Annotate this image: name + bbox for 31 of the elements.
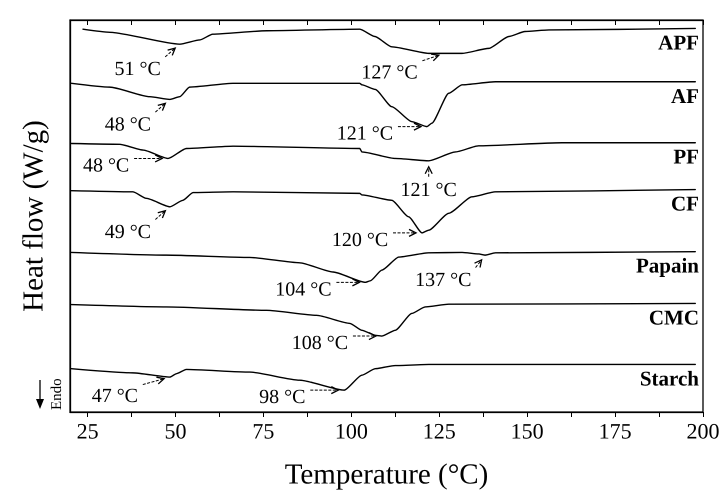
annotation: 137 °C bbox=[415, 269, 472, 292]
x-tick-label: 150 bbox=[510, 418, 544, 444]
x-tick-label: 175 bbox=[598, 418, 632, 444]
legend-label: APF bbox=[658, 30, 699, 54]
annotation: 104 °C bbox=[275, 278, 332, 300]
x-tick-label: 100 bbox=[334, 418, 368, 444]
x-tick-label: 25 bbox=[76, 418, 99, 444]
series-label: Starch bbox=[640, 366, 700, 390]
annotation: 127 °C bbox=[361, 61, 418, 84]
annotation: 47 °C bbox=[92, 385, 138, 408]
x-tick-label: 75 bbox=[252, 418, 274, 444]
annotation: 49 °C bbox=[104, 220, 152, 243]
annotation: 48 °C bbox=[104, 113, 152, 136]
annotation: 51 °C bbox=[114, 58, 161, 80]
series-label: PF bbox=[673, 144, 699, 169]
annotation: 121 °C bbox=[336, 122, 394, 145]
y-axis-title: Heat flow (W/g) bbox=[18, 120, 50, 312]
series-label: CF bbox=[671, 192, 699, 216]
text: Endo bbox=[49, 378, 65, 410]
annotation: 108 °C bbox=[292, 332, 348, 354]
x-tick-label: 125 bbox=[422, 418, 456, 444]
series-label: Papain bbox=[636, 254, 700, 278]
series-label: CMC bbox=[648, 305, 699, 330]
annotation: 120 °C bbox=[332, 228, 388, 251]
x-tick-label: 200 bbox=[686, 418, 720, 444]
annotation: 48 °C bbox=[82, 154, 130, 176]
annotation: 121 °C bbox=[400, 178, 457, 201]
annotation: 98 °C bbox=[259, 386, 306, 408]
x-axis-title: Temperature (°C) bbox=[284, 458, 488, 490]
x-tick-label: 50 bbox=[164, 418, 186, 444]
series-label: AF bbox=[671, 84, 699, 108]
